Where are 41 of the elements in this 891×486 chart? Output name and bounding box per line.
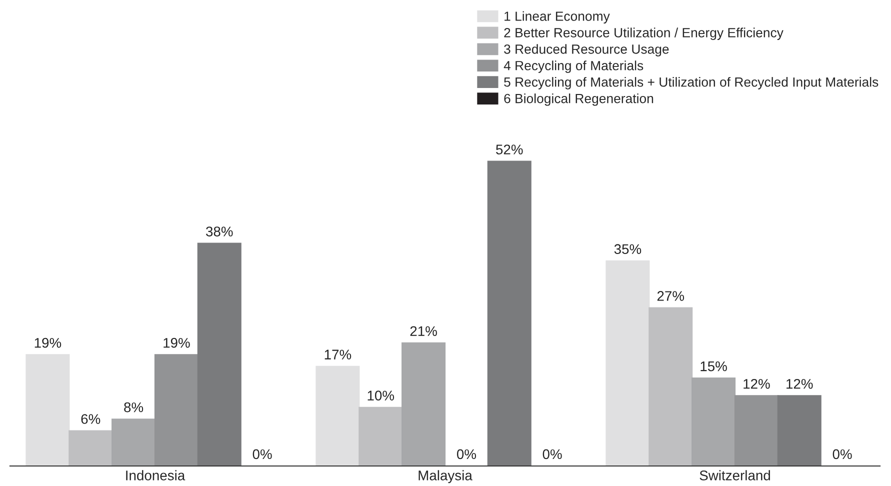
x-tick-label: Malaysia (418, 470, 472, 484)
data-label: 27% (657, 291, 684, 301)
data-label: 19% (164, 338, 190, 348)
legend-label: 6 Biological Regeneration (504, 94, 654, 106)
bar (402, 342, 446, 466)
bar (777, 395, 822, 466)
data-label: 52% (496, 144, 523, 154)
bar (112, 418, 156, 466)
legend-label: 5 Recycling of Materials + Utilization of Recycled Input Materials (504, 77, 878, 90)
legend-label: 3 Reduced Resource Usage (504, 44, 669, 56)
data-label: 8% (124, 402, 144, 412)
data-label: 0% (252, 449, 272, 460)
legend-label: 1 Linear Economy (504, 11, 610, 24)
data-label: 10% (368, 390, 394, 400)
data-label: 12% (744, 378, 770, 389)
x-tick-label: Switzerland (700, 470, 770, 480)
bar (316, 366, 360, 466)
data-label: 12% (786, 378, 813, 389)
legend-label: 2 Better Resource Utilization / Energy Efficiency (504, 28, 784, 40)
data-label: 21% (410, 326, 437, 336)
x-tick-label: Indonesia (126, 470, 186, 480)
data-label: 6% (81, 414, 100, 424)
bar (197, 242, 242, 466)
data-label: 0% (542, 449, 562, 460)
data-label: 17% (324, 350, 352, 360)
bar (487, 160, 532, 466)
bar (358, 406, 403, 466)
data-label: 38% (206, 226, 233, 236)
bar (648, 307, 693, 466)
data-label: 35% (614, 244, 642, 254)
legend-label: 4 Recycling of Materials (504, 60, 644, 73)
data-label: 15% (700, 361, 727, 372)
bar (154, 354, 198, 466)
data-label: 0% (456, 449, 476, 460)
bar (68, 430, 113, 466)
data-label: 19% (34, 338, 62, 348)
bar (692, 378, 736, 466)
bar (606, 260, 650, 466)
data-label: 0% (832, 449, 852, 460)
bar (734, 395, 778, 466)
bar (26, 354, 70, 466)
